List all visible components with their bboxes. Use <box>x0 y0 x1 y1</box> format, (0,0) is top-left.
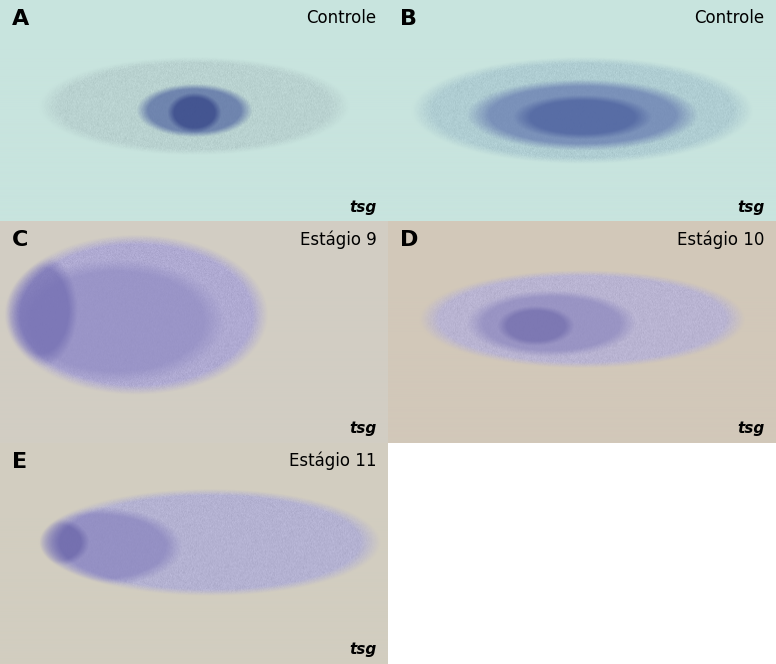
Text: Estágio 11: Estágio 11 <box>289 452 376 470</box>
Text: E: E <box>12 452 26 471</box>
Text: B: B <box>400 9 417 29</box>
Text: Estágio 10: Estágio 10 <box>677 230 764 249</box>
Text: Controle: Controle <box>307 9 376 27</box>
Text: A: A <box>12 9 29 29</box>
Text: C: C <box>12 230 28 250</box>
Text: tsg: tsg <box>349 200 376 214</box>
Text: tsg: tsg <box>349 642 376 657</box>
Text: tsg: tsg <box>737 200 764 214</box>
Text: tsg: tsg <box>737 421 764 436</box>
Text: D: D <box>400 230 418 250</box>
Text: Estágio 9: Estágio 9 <box>300 230 376 249</box>
Text: Controle: Controle <box>695 9 764 27</box>
Text: tsg: tsg <box>349 421 376 436</box>
